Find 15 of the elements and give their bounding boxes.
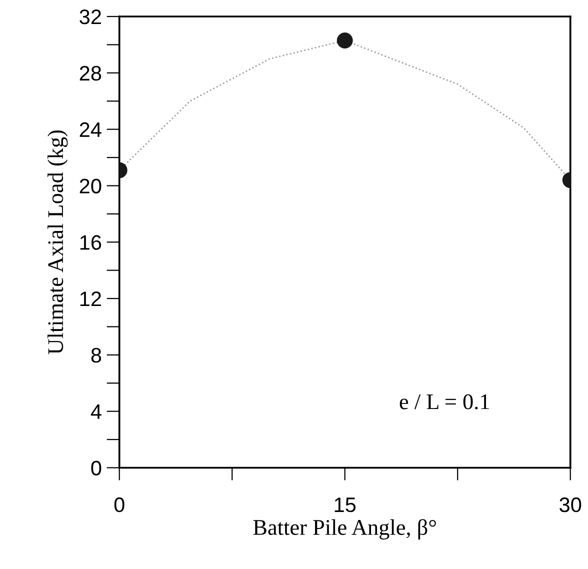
x-tick-label: 30: [560, 497, 582, 512]
y-axis-title: Ultimate Axial Load (kg): [48, 130, 68, 354]
y-tick-label: 8: [91, 348, 102, 363]
x-axis-title: Batter Pile Angle, β°: [253, 519, 436, 540]
y-tick-label: 28: [80, 66, 102, 81]
y-tick-label: 4: [90, 404, 102, 419]
y-tick-label: 20: [80, 178, 102, 194]
y-tick-label: 24: [80, 122, 102, 137]
y-tick-label: 16: [80, 235, 102, 250]
y-tick-label: 32: [80, 10, 101, 24]
annotation: e / L = 0.1: [400, 394, 489, 410]
y-tick-label: 0: [91, 460, 102, 476]
x-tick-label: 0: [114, 497, 124, 512]
y-tick-label: 12: [80, 292, 101, 306]
x-tick-label: 15: [334, 498, 356, 512]
